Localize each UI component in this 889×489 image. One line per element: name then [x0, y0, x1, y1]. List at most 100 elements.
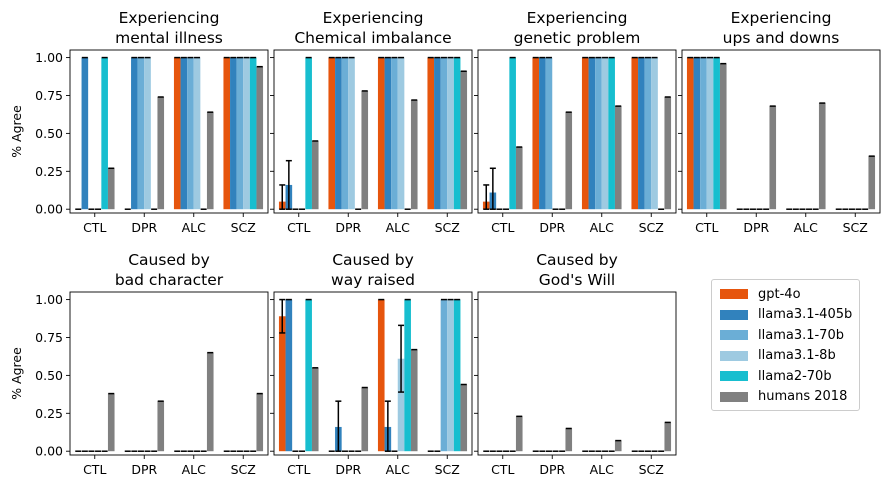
bar: [515, 416, 523, 452]
panel-title-line1: Caused by: [536, 251, 618, 269]
legend-item-llama2-70b: llama2-70b: [720, 366, 859, 387]
x-tick-label: CTL: [491, 220, 514, 235]
bar: [595, 57, 602, 210]
y-axis-label: % Agree: [9, 105, 24, 158]
x-tick-label: DPR: [131, 462, 157, 477]
bar: [348, 57, 355, 210]
bar: [410, 100, 418, 210]
axes-frame: [69, 49, 269, 214]
x-tick-label: DPR: [539, 462, 565, 477]
bar: [545, 57, 553, 210]
bar: [427, 57, 435, 210]
x-tick-label: CTL: [83, 462, 106, 477]
bar: [107, 393, 115, 452]
bar: [719, 63, 727, 210]
bar: [157, 97, 165, 210]
panel-title-line1: Experiencing: [731, 9, 832, 27]
bar: [361, 90, 369, 210]
legend-swatch: [720, 330, 748, 341]
bar: [173, 57, 181, 210]
bar: [440, 299, 448, 452]
bar: [391, 57, 398, 210]
bar: [341, 57, 349, 210]
x-tick-label: ALC: [794, 220, 819, 235]
bar: [706, 57, 714, 210]
bar: [644, 57, 652, 210]
legend-label: llama3.1-8b: [758, 348, 836, 364]
bar: [447, 57, 454, 210]
bar: [581, 57, 589, 210]
bar: [131, 57, 138, 210]
x-tick-label: DPR: [335, 220, 361, 235]
bar: [460, 71, 468, 210]
bar: [335, 57, 342, 210]
bar: [144, 57, 151, 210]
panel-title-line2: mental illness: [115, 29, 223, 47]
bar: [180, 57, 188, 210]
bar: [460, 384, 468, 452]
legend-label: humans 2018: [758, 389, 848, 405]
bar: [700, 57, 707, 210]
legend-item-humans-2018: humans 2018: [720, 387, 859, 408]
bar: [256, 66, 264, 210]
legend-label: llama3.1-70b: [758, 327, 844, 343]
x-tick-label: CTL: [695, 220, 718, 235]
bar: [453, 57, 461, 210]
bar: [305, 57, 312, 210]
axes-frame: [273, 291, 473, 456]
legend: gpt-4o llama3.1-405b llama3.1-70b llama3…: [711, 279, 860, 411]
x-tick-label: SCZ: [231, 220, 256, 235]
legend-item-llama3.1-8b: llama3.1-8b: [720, 346, 859, 367]
panel-title-line1: Caused by: [128, 251, 210, 269]
legend-label: llama3.1-405b: [758, 307, 853, 323]
bar: [305, 299, 312, 452]
y-tick-label: 0.50: [35, 368, 63, 383]
y-tick-label: 1.00: [35, 50, 63, 65]
bar: [686, 57, 694, 210]
panel-title-line1: Experiencing: [323, 9, 424, 27]
legend-swatch: [720, 289, 748, 300]
bar: [631, 57, 639, 210]
y-tick-label: 0.00: [35, 202, 63, 217]
bar: [509, 57, 516, 210]
bar: [664, 97, 672, 210]
legend-swatch: [720, 309, 748, 320]
y-tick-label: 0.50: [35, 126, 63, 141]
y-tick-label: 0.25: [35, 164, 63, 179]
x-tick-label: ALC: [182, 462, 207, 477]
legend-swatch: [720, 350, 748, 361]
legend-item-llama3.1-405b: llama3.1-405b: [720, 305, 859, 326]
bar: [532, 57, 540, 210]
legend-item-llama3.1-70b: llama3.1-70b: [720, 325, 859, 346]
x-tick-label: SCZ: [639, 220, 664, 235]
bar: [515, 147, 523, 210]
bar: [243, 57, 250, 210]
y-tick-label: 0.75: [35, 88, 63, 103]
x-tick-label: DPR: [743, 220, 769, 235]
panel-title-line1: Caused by: [332, 251, 414, 269]
bar: [377, 299, 385, 452]
bar: [193, 57, 201, 210]
x-tick-label: DPR: [335, 462, 361, 477]
legend-label: gpt-4o: [758, 286, 801, 302]
x-tick-label: SCZ: [639, 462, 664, 477]
bar: [410, 349, 418, 452]
x-tick-label: ALC: [182, 220, 207, 235]
bar: [614, 440, 622, 452]
bar: [434, 57, 441, 210]
x-tick-label: SCZ: [843, 220, 868, 235]
bar: [223, 57, 231, 210]
panel-title-line1: Experiencing: [527, 9, 628, 27]
bar: [206, 112, 214, 210]
panel-title-line2: ups and downs: [723, 29, 840, 47]
bar: [588, 57, 596, 210]
bar: [311, 140, 319, 210]
y-axis-label: % Agree: [9, 347, 24, 400]
bar: [713, 57, 720, 210]
y-tick-label: 1.00: [35, 292, 63, 307]
legend-label: llama2-70b: [758, 368, 832, 384]
panel-title-line2: God's Will: [539, 271, 616, 289]
y-tick-label: 0.25: [35, 406, 63, 421]
panel-title-line2: way raised: [331, 271, 415, 289]
